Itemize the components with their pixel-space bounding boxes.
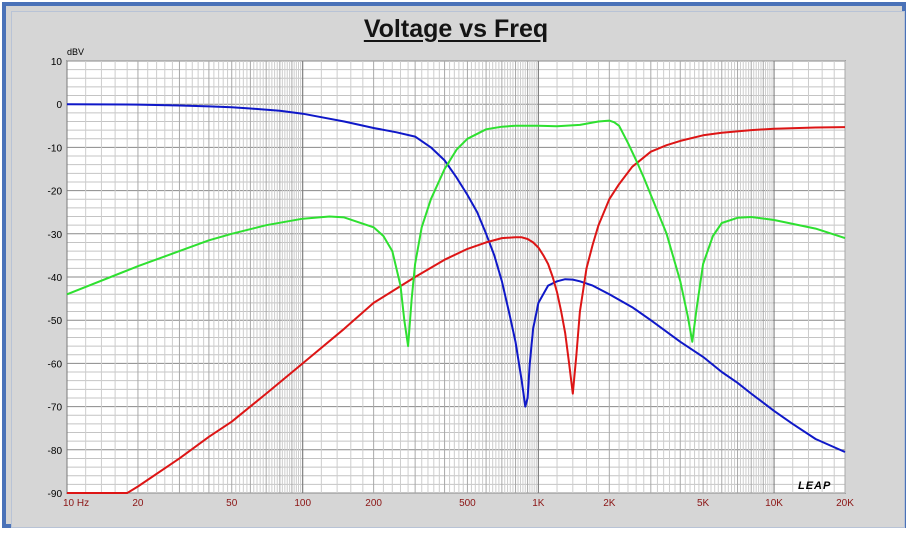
y-tick-label: -80 [48, 446, 63, 457]
y-tick-label: -90 [48, 489, 63, 500]
x-tick-label: 2K [603, 498, 616, 509]
grid-lines [66, 60, 846, 494]
chart-title: Voltage vs Freq [363, 15, 549, 43]
x-tick-label: 200 [365, 498, 382, 509]
y-tick-label: -50 [48, 316, 63, 327]
y-tick-label: -30 [48, 230, 63, 241]
x-tick-label: 500 [459, 498, 476, 509]
x-tick-label: 10K [765, 498, 783, 509]
series-line-3 [66, 119, 846, 348]
y-tick-label: -60 [48, 359, 63, 370]
x-tick-label: 10 Hz [63, 498, 89, 509]
series-line-2 [67, 126, 846, 494]
y-tick-label: 10 [51, 57, 63, 68]
x-tick-label: 100 [294, 498, 311, 509]
y-tick-label: -70 [48, 403, 63, 414]
series-group [66, 103, 846, 494]
x-tick-label: 20 [132, 498, 144, 509]
x-tick-label: 5K [697, 498, 710, 509]
y-tick-label: -20 [48, 187, 63, 198]
y-tick-label: 0 [56, 100, 62, 111]
y-tick-label: -10 [48, 143, 63, 154]
x-tick-label: 50 [226, 498, 238, 509]
x-tick-label: 20K [836, 498, 854, 509]
x-tick-label: 1K [532, 498, 545, 509]
series-line-1 [66, 103, 846, 453]
y-tick-label: -40 [48, 273, 63, 284]
leap-logo: LEAP [798, 480, 831, 492]
y-axis-label: dBV [67, 47, 84, 57]
